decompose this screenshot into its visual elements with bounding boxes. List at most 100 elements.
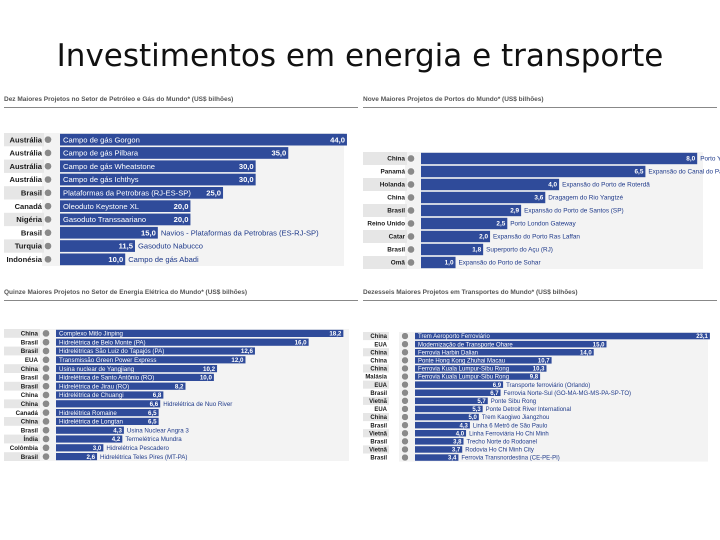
oil-gas-country-label: Austrália [10, 149, 43, 158]
transport-bar [415, 332, 710, 340]
electric-energy-title-rule [4, 300, 358, 301]
transport-value-label: 4,3 [460, 423, 469, 429]
transport-value-label: 5,7 [477, 399, 486, 405]
transport-row-band [363, 332, 389, 341]
oil-gas-project-label: Oleoduto Keystone XL [63, 202, 139, 211]
electric-energy-country-label: China [21, 366, 39, 373]
electric-energy-value-label: 10,0 [200, 375, 213, 382]
transport-flag-icon [401, 348, 409, 356]
transport-country-label: China [370, 358, 387, 364]
transport-flag-icon [401, 389, 409, 397]
transport-flag-icon [401, 364, 409, 373]
transport-flag-icon [401, 372, 409, 381]
electric-energy-bar [56, 356, 246, 364]
oil-gas-chart-title: Dez Maiores Projetos no Setor de Petróle… [4, 96, 234, 103]
electric-energy-country-label: China [21, 401, 39, 408]
electric-energy-country-label: Brasil [21, 375, 38, 382]
ports-country-label: China [387, 195, 405, 202]
oil-gas-flag-icon [44, 242, 52, 250]
electric-energy-country-label: Brasil [21, 383, 38, 390]
transport-flag-icon [401, 332, 409, 340]
electric-energy-row-band [4, 329, 40, 338]
transport-chart-title: Dezesseis Maiores Projetos em Transporte… [363, 289, 578, 296]
electric-energy-value-label: 18,2 [329, 331, 342, 338]
ports-chart-panel: Nove Maiores Projetos de Portos do Mundo… [363, 96, 720, 272]
transport-project-label: Ferrovia Kuala Lumpur-Sibu Rong [418, 375, 509, 381]
transport-project-label: Ferrovia Norte-Sul (GO-MA-MG-MS-PA-SP-TO… [504, 391, 631, 397]
oil-gas-project-label: Campo de gás Ichthys [63, 175, 139, 184]
electric-energy-value-label: 2,6 [86, 454, 95, 461]
electric-energy-row-band [4, 381, 40, 391]
oil-gas-project-label: Campo de gás Pilbara [63, 149, 139, 158]
transport-bar [415, 454, 459, 461]
electric-energy-project-label: Hidrelétrica de Santo Antônio (RO) [59, 375, 154, 382]
ports-value-label: 3,6 [534, 195, 543, 202]
electric-energy-row-band [4, 452, 40, 461]
oil-gas-bar [60, 133, 347, 146]
electric-energy-bar [56, 391, 164, 399]
electric-energy-row-band [4, 417, 40, 426]
electric-energy-flag-icon [42, 452, 50, 461]
oil-gas-bar-chart: Austrália 44,0 Campo de gás Gorgon Austráli… [4, 133, 347, 266]
transport-row-band [363, 429, 389, 438]
electric-energy-value-label: 3,0 [93, 445, 102, 452]
transport-bar [415, 438, 464, 445]
electric-energy-value-label: 6,8 [153, 392, 162, 399]
ports-flag-icon [407, 154, 415, 163]
ports-bar [421, 256, 456, 269]
oil-gas-value-label: 30,0 [239, 175, 254, 184]
transport-value-label: 15,0 [593, 342, 605, 348]
transport-country-label: Vietnã [369, 448, 388, 454]
transport-flag-icon [401, 437, 409, 446]
transport-country-label: China [370, 367, 387, 373]
transport-value-label: 6,7 [490, 391, 499, 397]
electric-energy-country-label: Brasil [21, 339, 38, 346]
transport-country-label: EUA [374, 383, 387, 389]
ports-project-label: Porto London Gateway [510, 221, 576, 228]
transport-value-label: 10,7 [538, 358, 550, 364]
oil-gas-chart-panel: Dez Maiores Projetos no Setor de Petróle… [4, 96, 358, 272]
ports-project-label: Porto Yangshan [700, 156, 720, 163]
ports-country-label: Brasil [387, 208, 405, 215]
electric-energy-value-label: 16,0 [295, 339, 308, 346]
oil-gas-bar [60, 160, 256, 173]
electric-energy-project-label: Hidrelétrica de Chuangi [59, 392, 124, 399]
electric-energy-bar [56, 409, 159, 417]
electric-energy-value-label: 12,0 [231, 357, 244, 364]
oil-gas-row-band [4, 159, 44, 173]
transport-flag-icon [401, 413, 409, 421]
oil-gas-row-band [4, 239, 44, 253]
transport-row-band [363, 445, 389, 454]
ports-country-label: Holanda [380, 182, 406, 189]
electric-energy-flag-icon [42, 426, 50, 435]
oil-gas-value-label: 11,5 [119, 242, 134, 251]
transport-project-label: Transporte ferroviário (Orlando) [506, 383, 590, 389]
ports-value-label: 6,5 [635, 169, 644, 176]
ports-value-label: 1,0 [445, 260, 454, 267]
ports-project-label: Superporto do Açu (RJ) [486, 247, 553, 254]
oil-gas-project-label: Navios - Plataformas da Petrobras (ES-RJ… [161, 228, 319, 237]
electric-energy-project-label: Hidrelétricas São Luiz do Tapajós (PA) [59, 348, 164, 355]
transport-country-label: Brasil [370, 423, 387, 429]
transport-project-label: Trecho Norte do Rodoanel [467, 439, 538, 445]
transport-bar [415, 430, 467, 437]
electric-energy-flag-icon [42, 417, 50, 426]
transport-bar [415, 357, 552, 364]
oil-gas-value-label: 20,0 [174, 215, 189, 224]
electric-energy-row-band [4, 399, 40, 409]
oil-gas-value-label: 20,0 [174, 202, 189, 211]
electric-energy-country-label: China [21, 419, 39, 426]
transport-value-label: 3,4 [448, 456, 457, 462]
transport-flag-icon [401, 405, 409, 413]
electric-energy-value-label: 6,5 [148, 419, 157, 426]
ports-bar-chart: China 8,0 Porto Yangshan Panamá 6,5 Expansão … [363, 152, 720, 269]
oil-gas-bar [60, 240, 135, 252]
transport-country-label: China [370, 350, 387, 356]
ports-country-label: Catar [389, 234, 406, 241]
electric-energy-project-label: Complexo Mitlo Jinping [59, 331, 124, 338]
transport-value-label: 23,1 [696, 334, 708, 340]
oil-gas-value-label: 25,0 [206, 189, 221, 198]
oil-gas-project-label: Plataformas da Petrobras (RJ-ES-SP) [63, 189, 191, 198]
oil-gas-flag-icon [44, 175, 52, 184]
oil-gas-bar [60, 226, 158, 239]
